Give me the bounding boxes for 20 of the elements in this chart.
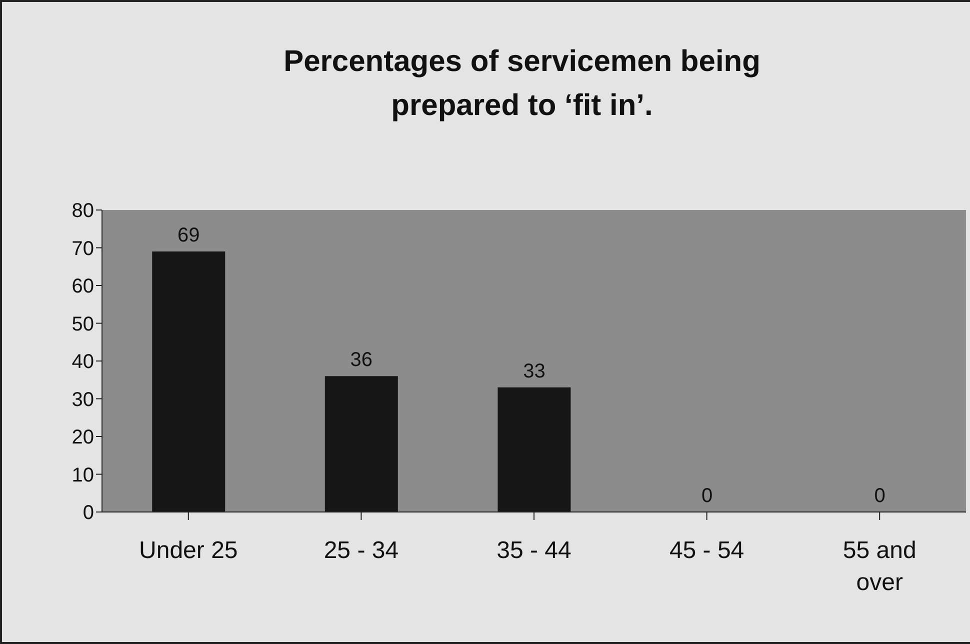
x-tick-label: Under 25 bbox=[139, 537, 238, 564]
y-tick-label: 50 bbox=[72, 313, 94, 336]
data-label: 33 bbox=[523, 360, 546, 382]
data-label: 0 bbox=[874, 484, 886, 507]
y-tick-label: 30 bbox=[72, 388, 94, 411]
y-tick-label: 60 bbox=[72, 276, 94, 298]
x-tick-label: 25 - 34 bbox=[324, 537, 399, 564]
y-tick-label: 20 bbox=[72, 426, 94, 449]
x-tick-label: 55 and over bbox=[842, 537, 916, 596]
x-tick-label: 35 - 44 bbox=[496, 537, 572, 564]
chart-title: Percentages of servicemen being prepared to ‘fit in’. bbox=[282, 44, 762, 124]
data-label: 0 bbox=[701, 484, 713, 507]
y-tick-label: 10 bbox=[72, 464, 94, 486]
data-label: 69 bbox=[177, 224, 200, 247]
y-tick-label: 40 bbox=[72, 351, 94, 374]
y-tick-label: 0 bbox=[82, 502, 94, 524]
y-tick-label: 80 bbox=[72, 200, 94, 222]
y-tick-label: 70 bbox=[72, 238, 94, 260]
x-tick-label: 45 - 54 bbox=[669, 537, 744, 564]
data-label: 36 bbox=[350, 349, 373, 372]
